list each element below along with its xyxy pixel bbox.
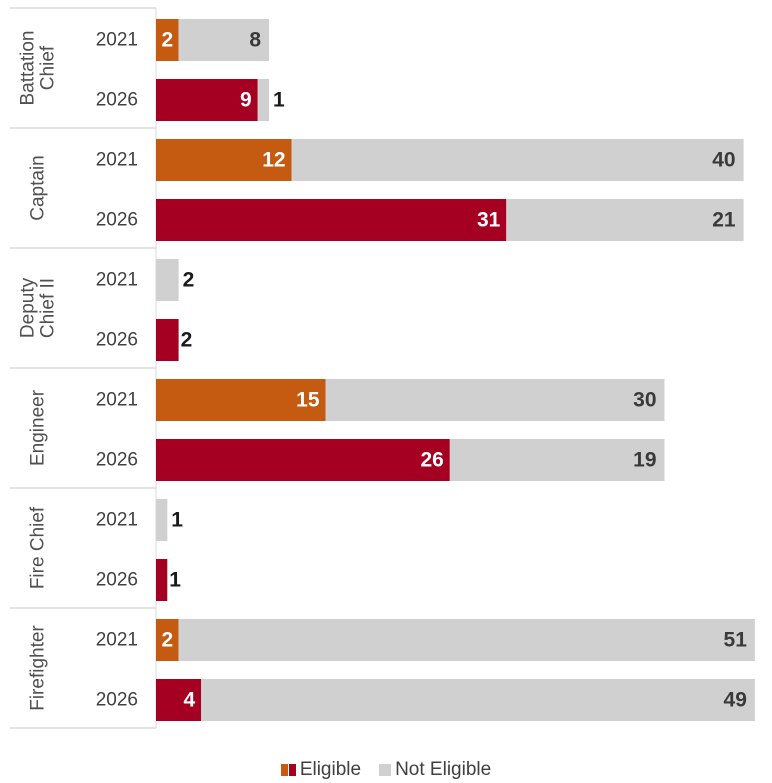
year-label-engineer-2026: 2026 <box>96 450 138 471</box>
value-label-not-eligible-captain-2026: 21 <box>712 209 736 232</box>
bar-eligible-captain-2021 <box>156 139 292 181</box>
bar-eligible-engineer-2026 <box>156 439 450 481</box>
value-label-eligible-fire-chief-2026: 1 <box>169 569 181 592</box>
category-label-engineer: Engineer <box>28 389 49 466</box>
value-label-eligible-engineer-2026: 26 <box>420 449 443 472</box>
bar-not-eligible-deputy-chief-ii-2021 <box>156 259 179 301</box>
legend-item-eligible: Eligible <box>280 759 362 781</box>
bar-not-eligible-battalion-chief-2021 <box>178 19 269 61</box>
bar-not-eligible-firefighter-2026 <box>201 679 755 721</box>
legend-swatch-eligible-2026 <box>288 764 296 776</box>
year-label-firefighter-2026: 2026 <box>96 690 138 711</box>
value-label-eligible-engineer-2021: 15 <box>296 389 320 412</box>
value-label-eligible-captain-2026: 31 <box>477 209 501 232</box>
bar-eligible-firefighter-2026 <box>156 679 202 721</box>
bar-not-eligible-firefighter-2021 <box>178 619 755 661</box>
bar-eligible-deputy-chief-ii-2026 <box>156 319 179 361</box>
value-label-eligible-deputy-chief-ii-2026: 2 <box>181 329 193 352</box>
category-label-battalion-chief: Battation <box>18 31 39 106</box>
year-label-fire-chief-2021: 2021 <box>96 510 138 531</box>
legend: Eligible Not Eligible <box>0 757 772 783</box>
legend-label-not-eligible: Not Eligible <box>395 759 492 780</box>
year-label-firefighter-2021: 2021 <box>96 630 138 651</box>
value-label-not-eligible-firefighter-2021: 51 <box>724 629 748 652</box>
value-label-eligible-firefighter-2021: 2 <box>161 629 173 652</box>
value-label-eligible-battalion-chief-2021: 2 <box>161 29 173 52</box>
legend-label-eligible: Eligible <box>299 759 362 780</box>
year-label-deputy-chief-ii-2026: 2026 <box>96 330 138 351</box>
legend-item-not-eligible: Not Eligible <box>379 759 491 781</box>
year-label-captain-2026: 2026 <box>96 210 138 231</box>
value-label-not-eligible-engineer-2026: 19 <box>633 449 656 472</box>
bar-not-eligible-battalion-chief-2026 <box>257 79 269 121</box>
category-label-fire-chief: Fire Chief <box>28 506 49 589</box>
year-label-engineer-2021: 2021 <box>96 390 138 411</box>
value-label-not-eligible-fire-chief-2021: 1 <box>171 509 183 532</box>
year-label-battalion-chief-2026: 2026 <box>96 90 138 111</box>
year-label-deputy-chief-ii-2021: 2021 <box>96 270 138 291</box>
category-label-firefighter: Firefighter <box>28 625 49 711</box>
category-label-captain: Captain <box>28 155 49 221</box>
bar-not-eligible-captain-2026 <box>506 199 744 241</box>
value-label-not-eligible-deputy-chief-ii-2021: 2 <box>183 269 195 292</box>
value-label-eligible-firefighter-2026: 4 <box>184 689 196 712</box>
category-label-deputy-chief-ii: Chief II <box>38 278 59 338</box>
bar-eligible-battalion-chief-2021 <box>156 19 179 61</box>
value-label-eligible-battalion-chief-2026: 9 <box>240 89 252 112</box>
value-label-not-eligible-captain-2021: 40 <box>712 149 735 172</box>
value-label-eligible-captain-2021: 12 <box>262 149 285 172</box>
legend-swatch-not-eligible <box>379 764 392 776</box>
bar-not-eligible-engineer-2026 <box>449 439 665 481</box>
legend-swatch-eligible-2021 <box>280 764 288 776</box>
year-label-battalion-chief-2021: 2021 <box>96 30 138 51</box>
category-label-deputy-chief-ii: Deputy <box>18 277 39 338</box>
bar-eligible-engineer-2021 <box>156 379 326 421</box>
value-label-not-eligible-firefighter-2026: 49 <box>724 689 747 712</box>
bar-not-eligible-fire-chief-2021 <box>156 499 168 541</box>
year-label-fire-chief-2026: 2026 <box>96 570 138 591</box>
bar-eligible-fire-chief-2026 <box>156 559 168 601</box>
year-label-captain-2021: 2021 <box>96 150 138 171</box>
category-label-battalion-chief: Chief <box>38 45 59 90</box>
bar-eligible-battalion-chief-2026 <box>156 79 258 121</box>
value-label-not-eligible-battalion-chief-2021: 8 <box>249 29 261 52</box>
bar-eligible-captain-2026 <box>156 199 507 241</box>
bar-eligible-firefighter-2021 <box>156 619 179 661</box>
bar-not-eligible-captain-2021 <box>291 139 744 181</box>
value-label-not-eligible-battalion-chief-2026: 1 <box>273 89 285 112</box>
bar-not-eligible-engineer-2021 <box>325 379 665 421</box>
value-label-not-eligible-engineer-2021: 30 <box>633 389 656 412</box>
